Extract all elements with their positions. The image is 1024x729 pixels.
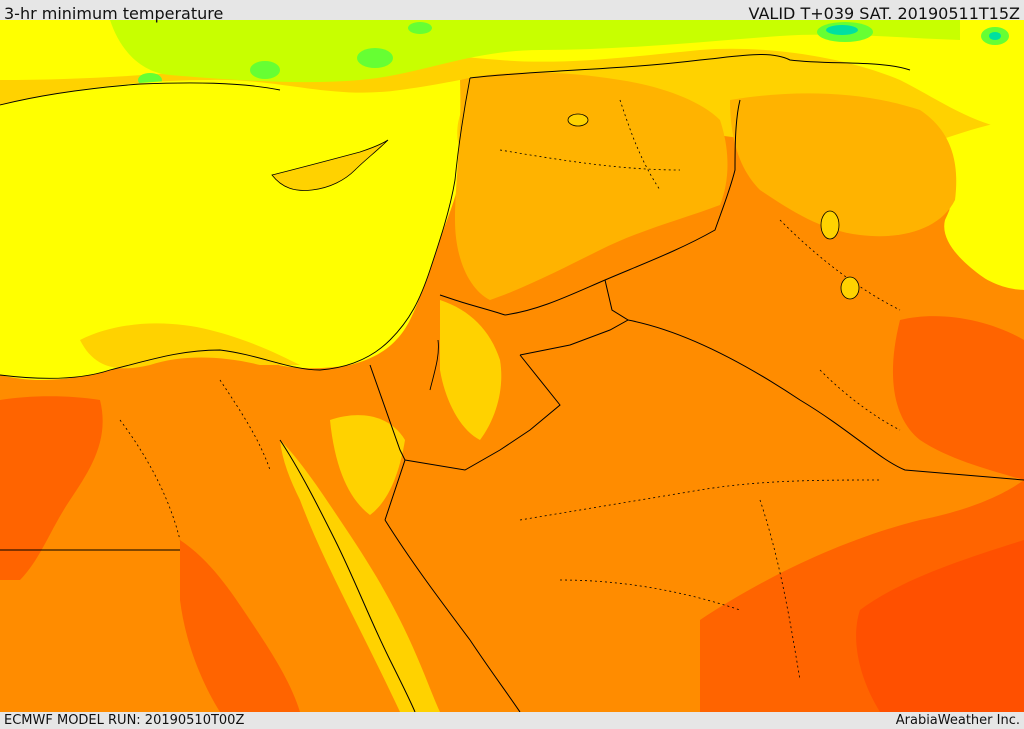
red-sea-gold xyxy=(280,440,440,712)
iraq-amber-zone xyxy=(730,93,957,237)
map-canvas xyxy=(0,20,1024,712)
map-title: 3-hr minimum temperature xyxy=(4,4,224,23)
sinai-gold xyxy=(330,415,405,515)
east-yellow-edge xyxy=(940,120,1024,290)
green-cell-1 xyxy=(250,61,280,79)
jordan-gold xyxy=(440,300,502,440)
green-cell-2 xyxy=(357,48,393,68)
credit-label: ArabiaWeather Inc. xyxy=(895,713,1020,728)
province-borders xyxy=(119,99,901,681)
teal-cell-2 xyxy=(989,32,1001,40)
teal-cell-1 xyxy=(826,25,858,35)
red-orange-core xyxy=(856,540,1024,712)
sea-gold-patch xyxy=(80,323,300,369)
lake-assad xyxy=(567,113,589,127)
coastlines xyxy=(0,77,471,391)
levant-amber-strip xyxy=(455,72,728,300)
sudan-hot-region xyxy=(180,540,300,712)
model-run-label: ECMWF MODEL RUN: 20190510T00Z xyxy=(4,713,245,728)
green-cell-3 xyxy=(408,22,432,34)
temperature-map xyxy=(0,20,1024,712)
lake-razazza xyxy=(840,276,860,300)
country-borders xyxy=(0,54,1024,712)
iran-hot-region xyxy=(892,316,1024,480)
cyprus xyxy=(271,139,389,191)
header-bar xyxy=(0,0,1024,20)
valid-time-label: VALID T+039 SAT. 20190511T15Z xyxy=(748,4,1020,23)
footer-bar xyxy=(0,712,1024,729)
north-lightgreen-band xyxy=(110,20,960,83)
lake-tharthar xyxy=(820,210,840,240)
mediterranean-sea xyxy=(0,78,470,380)
egypt-hot-region xyxy=(0,396,103,580)
